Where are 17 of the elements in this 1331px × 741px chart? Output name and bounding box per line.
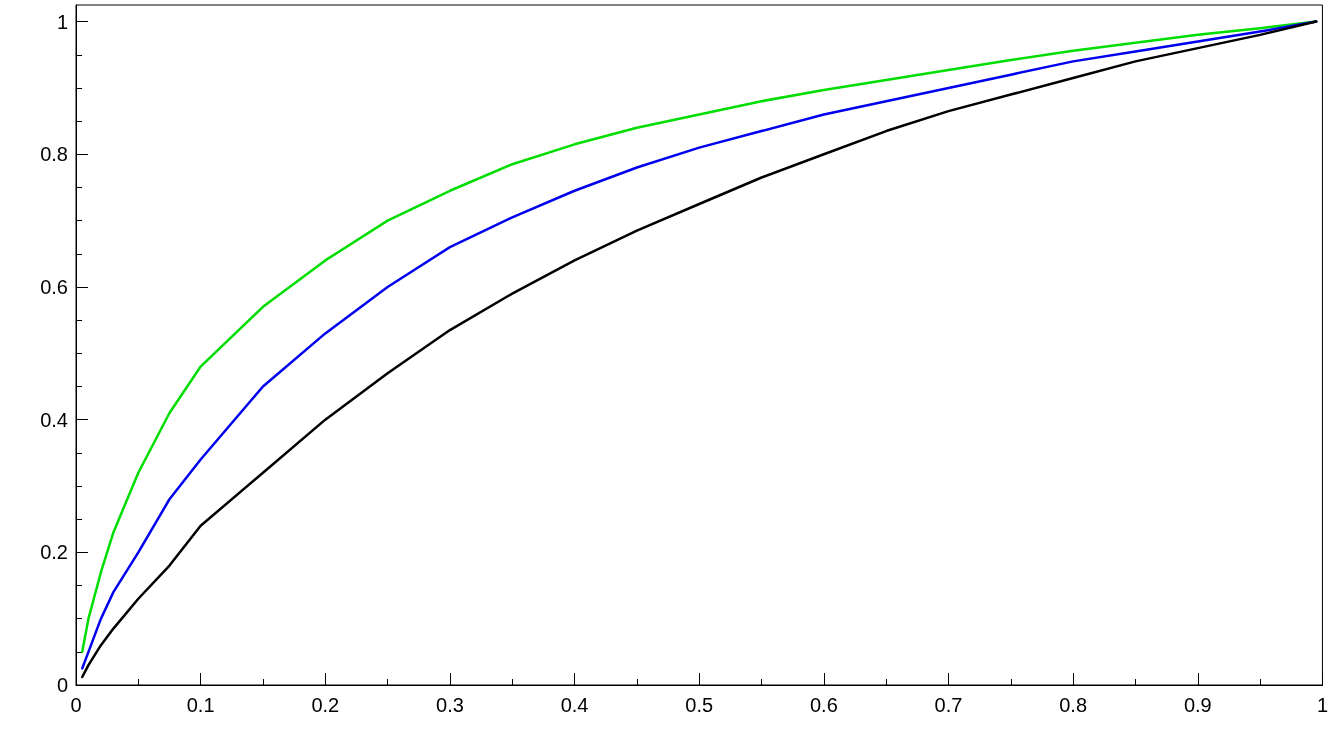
x-tick-label: 0 (70, 694, 82, 716)
y-tick-label: 0.8 (40, 143, 68, 166)
x-tick-label: 0.9 (1183, 694, 1212, 716)
x-tick-label: 0.2 (311, 694, 340, 716)
y-tick-label: 0.4 (40, 408, 68, 431)
x-tick-label: 0.8 (1059, 694, 1088, 716)
y-tick-label: 0.2 (40, 541, 68, 564)
x-tick-label: 0.3 (436, 694, 464, 716)
x-tick-label: 0.7 (934, 694, 963, 716)
x-tick-label: 1 (1316, 694, 1328, 716)
x-tick-label: 0.1 (186, 694, 215, 716)
x-tick-label: 0.5 (685, 694, 714, 716)
x-tick-label: 0.6 (809, 694, 838, 716)
y-tick-label: 1 (56, 10, 68, 33)
y-tick-label: 0 (56, 674, 68, 696)
x-tick-label: 0.4 (560, 694, 589, 716)
y-tick-label: 0.6 (40, 275, 68, 298)
